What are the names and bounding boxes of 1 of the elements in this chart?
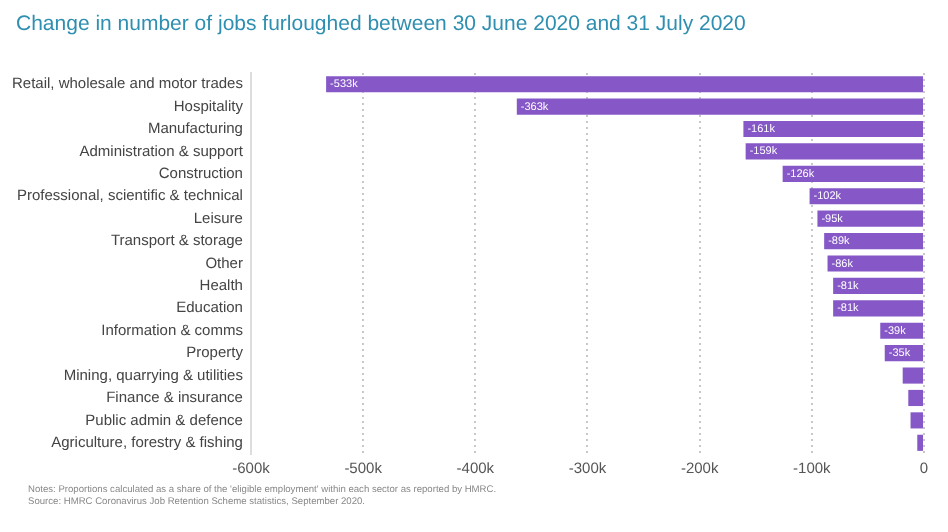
chart-title: Change in number of jobs furloughed between 30 June 2020 and 31 July 2020 — [16, 12, 746, 36]
